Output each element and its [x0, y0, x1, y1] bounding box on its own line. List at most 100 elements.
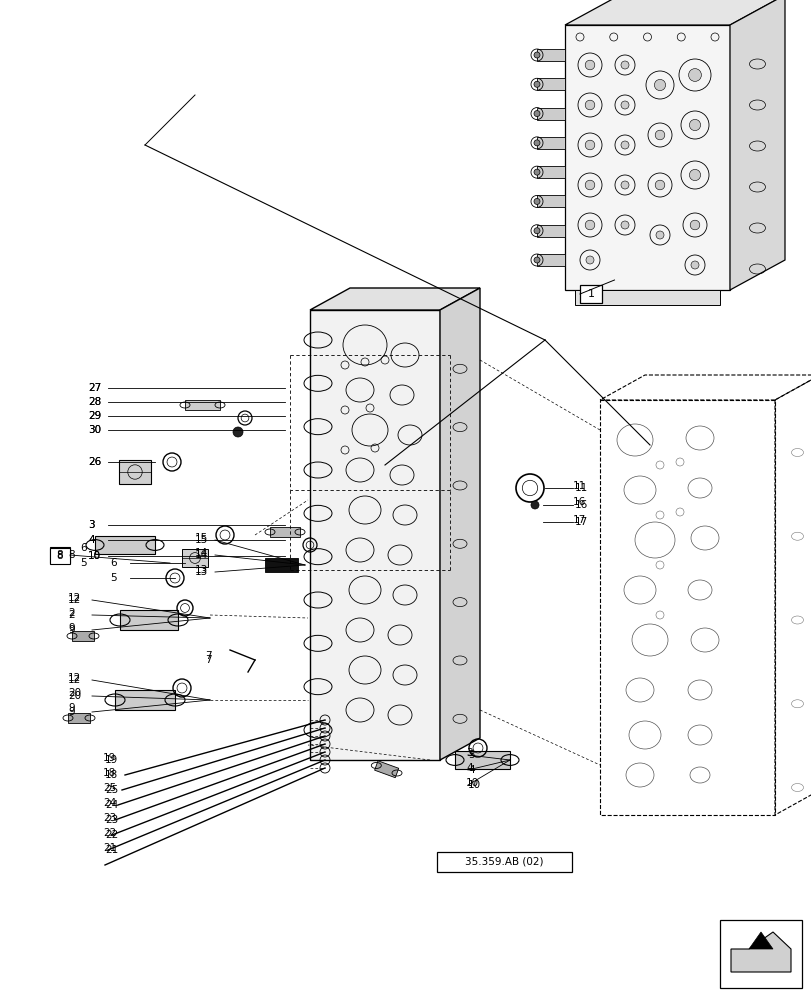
Circle shape [534, 198, 539, 204]
Text: 7: 7 [204, 651, 212, 661]
Polygon shape [536, 49, 564, 61]
Text: 17: 17 [573, 515, 586, 525]
Polygon shape [574, 290, 719, 305]
Circle shape [620, 141, 629, 149]
Circle shape [534, 169, 539, 175]
Polygon shape [72, 631, 94, 641]
Text: 35.359.AB (02): 35.359.AB (02) [464, 857, 543, 867]
Text: 4: 4 [88, 535, 95, 545]
Text: 25: 25 [103, 783, 116, 793]
Text: 30: 30 [88, 425, 101, 435]
Text: 5: 5 [80, 558, 87, 568]
Text: 10: 10 [467, 780, 481, 790]
Circle shape [534, 81, 539, 87]
Polygon shape [68, 713, 90, 723]
Circle shape [654, 180, 664, 190]
Text: 10: 10 [88, 551, 101, 561]
Text: 2: 2 [68, 610, 75, 620]
Text: 2: 2 [68, 608, 75, 618]
Circle shape [585, 220, 594, 230]
Text: 23: 23 [103, 813, 116, 823]
Text: 5: 5 [109, 573, 117, 583]
Polygon shape [264, 558, 298, 572]
Circle shape [655, 231, 663, 239]
Polygon shape [536, 137, 564, 149]
Polygon shape [564, 25, 729, 290]
Circle shape [534, 228, 539, 234]
Circle shape [530, 501, 539, 509]
Circle shape [534, 111, 539, 117]
Text: 21: 21 [103, 843, 116, 853]
Bar [182, 549, 208, 567]
Text: 12: 12 [68, 673, 81, 683]
Text: 8: 8 [68, 550, 75, 560]
Circle shape [585, 60, 594, 70]
Text: 9: 9 [68, 625, 75, 635]
Circle shape [689, 169, 700, 181]
Circle shape [534, 140, 539, 146]
Text: 23: 23 [105, 815, 118, 825]
Text: 7: 7 [204, 655, 212, 665]
Polygon shape [185, 400, 220, 410]
Polygon shape [536, 225, 564, 237]
Text: 4: 4 [467, 765, 474, 775]
Polygon shape [95, 536, 155, 554]
Text: 20: 20 [68, 691, 81, 701]
Polygon shape [374, 761, 398, 778]
Text: 12: 12 [68, 595, 81, 605]
Bar [579, 285, 601, 303]
Bar [119, 460, 151, 484]
Text: 28: 28 [88, 397, 101, 407]
Text: 6: 6 [80, 543, 87, 553]
Circle shape [620, 181, 629, 189]
Polygon shape [536, 108, 564, 120]
Text: 18: 18 [103, 768, 116, 778]
Text: 29: 29 [88, 411, 101, 421]
Text: 19: 19 [105, 755, 118, 765]
Text: 11: 11 [574, 483, 587, 493]
Text: 4: 4 [88, 535, 95, 545]
Text: 6: 6 [109, 558, 117, 568]
Text: 3: 3 [466, 748, 472, 758]
Polygon shape [536, 254, 564, 266]
Text: 14: 14 [195, 550, 208, 560]
Circle shape [620, 221, 629, 229]
Bar [436, 852, 571, 872]
Polygon shape [310, 310, 440, 760]
Text: 25: 25 [105, 785, 118, 795]
Text: 3: 3 [88, 520, 95, 530]
Text: 30: 30 [88, 425, 101, 435]
Text: 9: 9 [68, 707, 75, 717]
Text: 13: 13 [195, 567, 208, 577]
Text: 21: 21 [105, 845, 118, 855]
Text: 14: 14 [195, 548, 208, 558]
Text: 22: 22 [103, 828, 116, 838]
Circle shape [585, 100, 594, 110]
Circle shape [586, 256, 594, 264]
Text: 27: 27 [88, 383, 101, 393]
Bar [50, 547, 70, 563]
Polygon shape [536, 195, 564, 207]
Polygon shape [536, 78, 564, 90]
Text: 8: 8 [57, 551, 63, 561]
Circle shape [585, 180, 594, 190]
Polygon shape [729, 0, 784, 290]
Bar [50, 548, 70, 564]
Circle shape [688, 69, 701, 81]
Circle shape [690, 261, 698, 269]
Text: 15: 15 [195, 533, 208, 543]
Polygon shape [536, 166, 564, 178]
Text: 29: 29 [88, 411, 101, 421]
Text: 12: 12 [68, 675, 81, 685]
Text: 26: 26 [88, 457, 101, 467]
Text: 24: 24 [105, 800, 118, 810]
Polygon shape [454, 751, 509, 769]
Circle shape [585, 140, 594, 150]
Text: 3: 3 [88, 520, 95, 530]
Text: 13: 13 [195, 565, 208, 575]
Text: 16: 16 [573, 497, 586, 507]
Circle shape [654, 79, 665, 91]
Text: 28: 28 [88, 397, 101, 407]
Text: 16: 16 [574, 500, 587, 510]
Text: 17: 17 [574, 517, 587, 527]
